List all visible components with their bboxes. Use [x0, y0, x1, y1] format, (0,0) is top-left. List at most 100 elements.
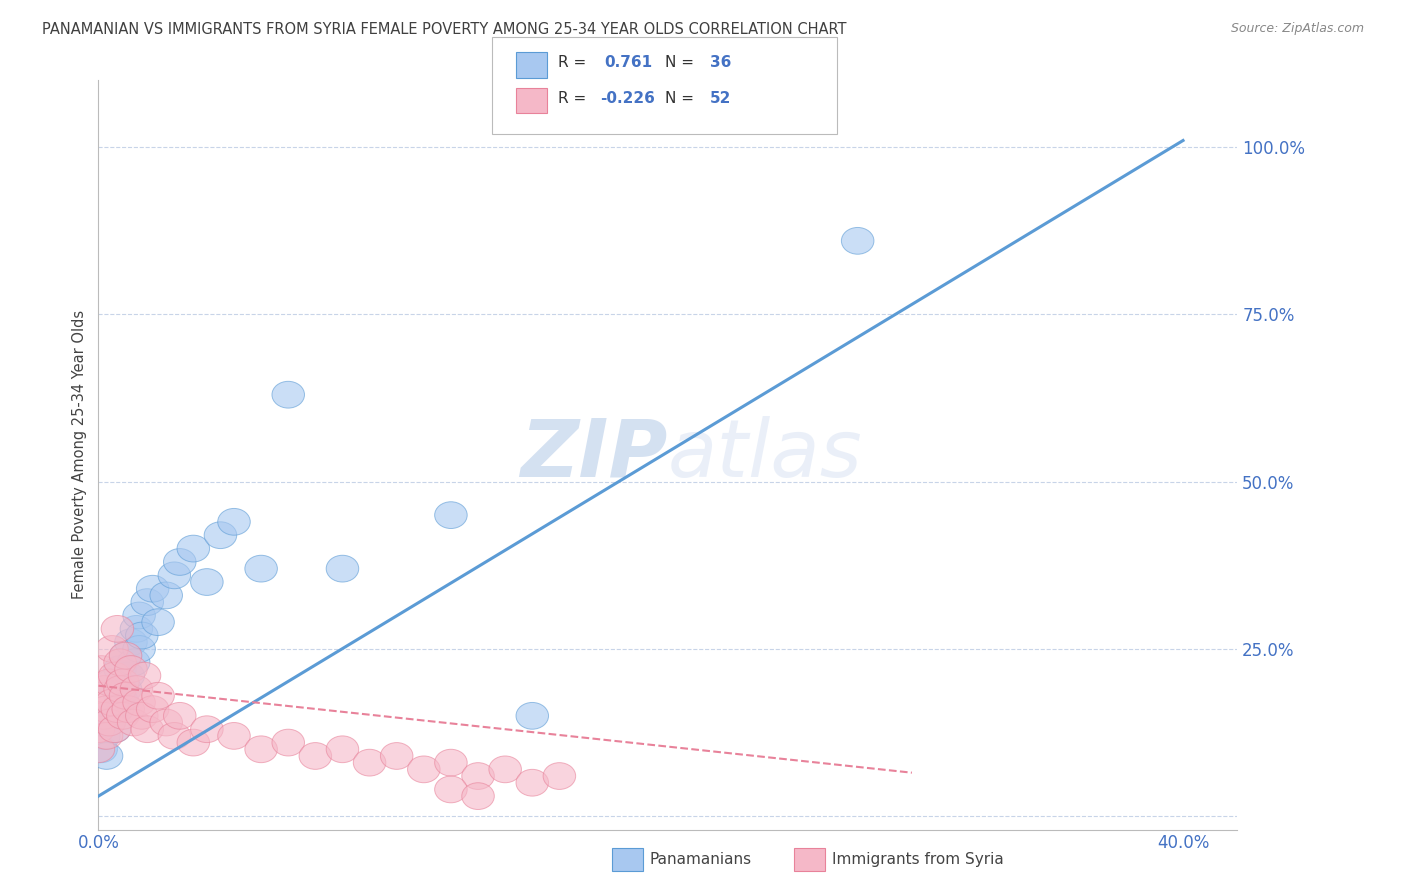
Ellipse shape — [142, 609, 174, 636]
Ellipse shape — [157, 723, 191, 749]
Text: Panamanians: Panamanians — [650, 853, 752, 867]
Ellipse shape — [87, 723, 120, 749]
Ellipse shape — [122, 690, 156, 715]
Ellipse shape — [271, 730, 305, 756]
Ellipse shape — [90, 696, 122, 723]
Ellipse shape — [101, 615, 134, 642]
Ellipse shape — [107, 690, 139, 715]
Ellipse shape — [543, 763, 575, 789]
Ellipse shape — [131, 589, 163, 615]
Text: R =: R = — [558, 55, 586, 70]
Ellipse shape — [434, 501, 467, 528]
Ellipse shape — [98, 715, 131, 742]
Ellipse shape — [110, 642, 142, 669]
Ellipse shape — [131, 715, 163, 742]
Ellipse shape — [82, 715, 115, 742]
Ellipse shape — [461, 783, 495, 810]
Text: 36: 36 — [710, 55, 731, 70]
Text: PANAMANIAN VS IMMIGRANTS FROM SYRIA FEMALE POVERTY AMONG 25-34 YEAR OLDS CORRELA: PANAMANIAN VS IMMIGRANTS FROM SYRIA FEMA… — [42, 22, 846, 37]
Ellipse shape — [90, 723, 122, 749]
Text: 0.761: 0.761 — [605, 55, 652, 70]
Text: Immigrants from Syria: Immigrants from Syria — [832, 853, 1004, 867]
Ellipse shape — [115, 629, 148, 656]
Ellipse shape — [101, 696, 134, 723]
Ellipse shape — [98, 715, 131, 742]
Ellipse shape — [150, 709, 183, 736]
Ellipse shape — [96, 703, 128, 730]
Text: N =: N = — [665, 55, 695, 70]
Ellipse shape — [353, 749, 385, 776]
Ellipse shape — [125, 623, 157, 649]
Ellipse shape — [107, 703, 139, 730]
Ellipse shape — [98, 662, 131, 690]
Ellipse shape — [142, 682, 174, 709]
Ellipse shape — [128, 662, 160, 690]
Text: -0.226: -0.226 — [600, 91, 655, 105]
Ellipse shape — [191, 715, 224, 742]
Ellipse shape — [120, 615, 153, 642]
Ellipse shape — [218, 508, 250, 535]
Text: N =: N = — [665, 91, 695, 105]
Ellipse shape — [96, 669, 128, 696]
Ellipse shape — [84, 736, 118, 763]
Ellipse shape — [104, 676, 136, 703]
Text: 52: 52 — [710, 91, 731, 105]
Ellipse shape — [326, 555, 359, 582]
Ellipse shape — [204, 522, 236, 549]
Ellipse shape — [115, 656, 148, 682]
Ellipse shape — [112, 662, 145, 690]
Ellipse shape — [177, 730, 209, 756]
Ellipse shape — [120, 676, 153, 703]
Ellipse shape — [191, 569, 224, 596]
Ellipse shape — [381, 742, 413, 769]
Ellipse shape — [110, 642, 142, 669]
Ellipse shape — [516, 703, 548, 730]
Ellipse shape — [163, 703, 195, 730]
Ellipse shape — [84, 656, 118, 682]
Text: R =: R = — [558, 91, 586, 105]
Ellipse shape — [87, 676, 120, 703]
Ellipse shape — [326, 736, 359, 763]
Ellipse shape — [93, 669, 125, 696]
Ellipse shape — [408, 756, 440, 783]
Ellipse shape — [245, 736, 277, 763]
Ellipse shape — [104, 649, 136, 676]
Ellipse shape — [96, 690, 128, 715]
Ellipse shape — [177, 535, 209, 562]
Ellipse shape — [125, 703, 157, 730]
Ellipse shape — [90, 742, 122, 769]
Ellipse shape — [93, 709, 125, 736]
Ellipse shape — [163, 549, 195, 575]
Text: ZIP: ZIP — [520, 416, 668, 494]
Ellipse shape — [218, 723, 250, 749]
Ellipse shape — [84, 682, 118, 709]
Ellipse shape — [118, 709, 150, 736]
Ellipse shape — [101, 696, 134, 723]
Ellipse shape — [516, 769, 548, 797]
Ellipse shape — [271, 382, 305, 409]
Ellipse shape — [82, 736, 115, 763]
Ellipse shape — [87, 703, 120, 730]
Ellipse shape — [110, 676, 142, 703]
Ellipse shape — [107, 669, 139, 696]
Ellipse shape — [96, 636, 128, 662]
Ellipse shape — [136, 696, 169, 723]
Ellipse shape — [841, 227, 875, 254]
Text: atlas: atlas — [668, 416, 863, 494]
Ellipse shape — [461, 763, 495, 789]
Ellipse shape — [110, 682, 142, 709]
Ellipse shape — [112, 696, 145, 723]
Ellipse shape — [150, 582, 183, 609]
Ellipse shape — [93, 709, 125, 736]
Ellipse shape — [157, 562, 191, 589]
Ellipse shape — [489, 756, 522, 783]
Ellipse shape — [136, 575, 169, 602]
Ellipse shape — [118, 649, 150, 676]
Ellipse shape — [434, 776, 467, 803]
Text: Source: ZipAtlas.com: Source: ZipAtlas.com — [1230, 22, 1364, 36]
Ellipse shape — [245, 555, 277, 582]
Ellipse shape — [434, 749, 467, 776]
Ellipse shape — [104, 656, 136, 682]
Ellipse shape — [299, 742, 332, 769]
Y-axis label: Female Poverty Among 25-34 Year Olds: Female Poverty Among 25-34 Year Olds — [72, 310, 87, 599]
